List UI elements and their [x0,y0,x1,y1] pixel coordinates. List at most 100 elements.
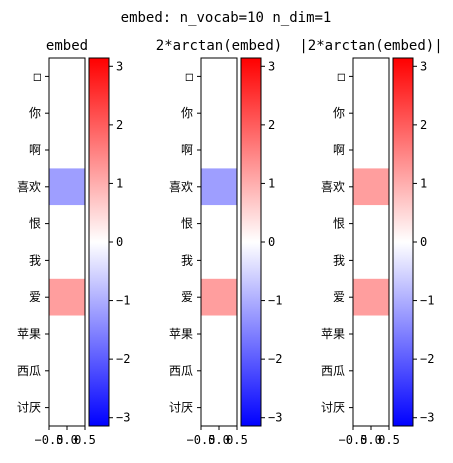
x-tick-label: 0.0 [360,433,382,447]
heatmap-cell [201,242,237,279]
heatmap-cell [49,131,85,169]
heatmap-cell [49,315,85,353]
colorbar-tick-label: −3 [268,411,282,425]
heatmap-cell [201,58,237,95]
x-tick-label: −0.5 [339,433,368,447]
y-tick-label: 西瓜 [17,364,41,378]
y-tick-label: 啊 [333,143,345,157]
panel-title: 2*arctan(embed) [156,38,282,54]
y-tick-label: 讨厌 [169,401,193,415]
heatmap-cell [49,352,85,390]
figure-suptitle: embed: n_vocab=10 n_dim=1 [121,10,332,26]
x-tick-label: 0.0 [208,433,230,447]
y-tick-label: 喜欢 [321,179,345,194]
colorbar-tick-label: 2 [268,118,275,132]
y-tick-label: 爱 [29,290,41,304]
y-tick-label: □ [338,69,345,83]
heatmap-cell [353,315,389,353]
heatmap-cell [49,205,85,242]
y-tick-label: 啊 [181,143,193,157]
heatmap-cell [201,278,237,316]
y-tick-label: 喜欢 [169,179,193,194]
y-tick-label: 苹果 [321,327,345,341]
y-tick-label: 爱 [333,290,345,304]
colorbar-tick-label: −2 [420,352,434,366]
y-tick-label: □ [34,69,41,83]
x-tick-label: −0.5 [187,433,216,447]
colorbar-tick-label: 1 [268,176,275,190]
heatmap-cell [49,94,85,132]
panel-title: |2*arctan(embed)| [299,38,442,54]
heatmap-cell [353,352,389,390]
y-tick-label: 苹果 [17,327,41,341]
panels: embed□你啊喜欢恨我爱苹果西瓜讨厌−0.50.00.53210−1−2−32… [17,38,443,447]
colorbar-tick-label: 3 [116,59,123,73]
y-tick-label: 你 [181,106,193,120]
heatmap-cell [49,58,85,95]
heatmap-cell [49,168,85,206]
y-tick-label: 西瓜 [169,364,193,378]
colorbar-tick-label: 3 [268,59,275,73]
y-tick-label: 讨厌 [321,401,345,415]
colorbar [88,57,110,427]
heatmap-cell [201,389,237,426]
y-tick-label: 你 [29,106,41,120]
colorbar-tick-label: −1 [268,294,282,308]
y-tick-label: 啊 [29,143,41,157]
colorbar-tick-label: −2 [268,352,282,366]
colorbar-tick-label: 0 [116,235,123,249]
x-tick-label: −0.5 [35,433,64,447]
x-tick-label: 0.5 [226,433,248,447]
heatmap-cell [201,352,237,390]
heatmap-cell [353,131,389,169]
heatmap-cell [201,205,237,242]
heatmap-cell [353,242,389,279]
y-tick-label: 讨厌 [17,401,41,415]
heatmap-cell [49,278,85,316]
colorbar-tick-label: 1 [420,176,427,190]
y-tick-label: 西瓜 [321,364,345,378]
y-tick-label: 恨 [333,217,345,231]
x-tick-label: 0.0 [56,433,78,447]
colorbar-tick-label: −3 [116,411,130,425]
heatmap-cell [353,58,389,95]
heatmap-cell [353,278,389,316]
colorbar-tick-label: 1 [116,176,123,190]
heatmap-cell [49,242,85,279]
heatmap-cell [201,315,237,353]
colorbar-tick-label: 0 [420,235,427,249]
heatmap-cell [201,94,237,132]
panel-title: embed [46,38,88,54]
y-tick-label: 我 [29,253,41,267]
heatmap-cell [201,168,237,206]
x-tick-label: 0.5 [378,433,400,447]
heatmap-cell [353,94,389,132]
colorbar-tick-label: 0 [268,235,275,249]
y-tick-label: 我 [181,253,193,267]
heatmap-cell [353,168,389,206]
y-tick-label: □ [186,69,193,83]
y-tick-label: 爱 [181,290,193,304]
y-tick-label: 喜欢 [17,179,41,194]
x-tick-label: 0.5 [74,433,96,447]
y-tick-label: 我 [333,253,345,267]
heatmap-cell [201,131,237,169]
colorbar-tick-label: −2 [116,352,130,366]
colorbar [392,57,414,427]
y-tick-label: 恨 [181,217,193,231]
y-tick-label: 苹果 [169,327,193,341]
heatmap-cell [49,389,85,426]
colorbar-tick-label: 2 [116,118,123,132]
y-tick-label: 你 [333,106,345,120]
colorbar-tick-label: −1 [420,294,434,308]
colorbar [240,57,262,427]
heatmap-cell [353,389,389,426]
y-tick-label: 恨 [29,217,41,231]
colorbar-tick-label: −3 [420,411,434,425]
heatmap-cell [353,205,389,242]
colorbar-tick-label: −1 [116,294,130,308]
